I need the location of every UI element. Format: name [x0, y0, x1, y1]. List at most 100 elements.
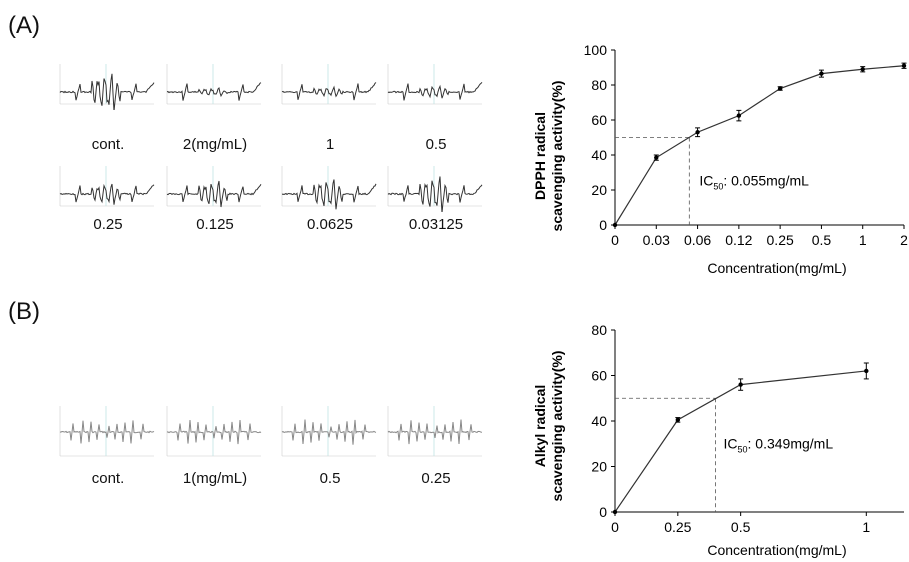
- x-axis-label: Concentration(mg/mL): [707, 260, 846, 276]
- epr-trace-line: [387, 419, 483, 445]
- epr-spectrum-a-5: 0.125: [165, 162, 265, 240]
- epr-label: 1: [325, 136, 335, 153]
- data-point: [695, 130, 700, 135]
- x-tick-label: 0: [611, 519, 619, 535]
- epr-trace-line: [281, 82, 377, 101]
- epr-trace-line: [281, 419, 377, 445]
- ic50-value: : 0.055mg/mL: [723, 173, 809, 189]
- x-tick-label: 1: [862, 519, 870, 535]
- dpph-scavenging-chart: DPPH radical scavenging activity(%) 0204…: [532, 42, 908, 276]
- epr-trace-svg: [387, 166, 483, 212]
- epr-spectrum-b-3: 0.25: [386, 402, 486, 487]
- epr-trace-svg: [281, 406, 377, 457]
- y-tick-label: 60: [591, 112, 607, 128]
- data-point: [612, 509, 618, 515]
- y-tick-label: 20: [591, 459, 607, 475]
- y-axis-label: Alkyl radical scavenging activity(%): [532, 351, 565, 502]
- epr-spectrum-b-2: 0.5: [280, 402, 380, 487]
- epr-label: 2(mg/mL): [182, 136, 248, 153]
- y-tick-label: 0: [599, 217, 607, 233]
- y-tick-label: 60: [591, 368, 607, 384]
- data-point: [860, 67, 865, 72]
- x-axis-label: Concentration(mg/mL): [707, 542, 846, 558]
- ic50-subscript: 50: [713, 182, 723, 192]
- y-axis-label-line-1: DPPH radical: [532, 112, 548, 200]
- x-tick-label: 0.25: [664, 519, 691, 535]
- epr-trace-line: [59, 183, 155, 205]
- data-point: [901, 63, 907, 68]
- epr-spectrum-b-1: 1(mg/mL): [165, 402, 265, 487]
- data-point: [612, 222, 618, 228]
- y-tick-label: 40: [591, 413, 607, 429]
- ic50-value: : 0.349mg/mL: [748, 435, 834, 451]
- y-tick-label: 0: [599, 504, 607, 520]
- epr-label: 0.03125: [408, 216, 464, 233]
- data-point: [736, 113, 742, 118]
- epr-trace-svg: [166, 64, 262, 105]
- epr-label: 0.25: [421, 470, 451, 487]
- y-tick-label: 100: [584, 42, 608, 58]
- series-line: [614, 370, 867, 513]
- epr-spectrum-a-1: 2(mg/mL): [165, 60, 265, 153]
- panel-a-letter: (A): [8, 12, 40, 39]
- epr-spectrum-a-4: 0.25: [58, 162, 158, 240]
- epr-trace-line: [59, 73, 155, 110]
- epr-trace-line: [387, 81, 483, 101]
- epr-label: 0.25: [93, 216, 123, 233]
- x-tick-label: 0.03: [643, 232, 670, 248]
- panel-b-letter: (B): [8, 298, 40, 325]
- epr-spectrum-a-7: 0.03125: [386, 162, 486, 240]
- x-tick-label: 0.5: [812, 232, 832, 248]
- y-tick-label: 80: [591, 77, 607, 93]
- epr-trace-svg: [59, 64, 155, 110]
- y-axis-label: DPPH radical scavenging activity(%): [532, 81, 565, 232]
- epr-label: 0.0625: [307, 216, 353, 233]
- epr-trace-svg: [59, 406, 155, 457]
- y-axis-label-line-2: scavenging activity(%): [549, 81, 565, 232]
- epr-spectrum-a-2: 1: [280, 60, 380, 153]
- data-point: [777, 86, 783, 91]
- ic50-annotation: IC50: 0.349mg/mL: [724, 435, 834, 454]
- plot-area: 0 20 40 60 80 100 0 0.03 0.06 0.12 0.25 0.5 1 2: [584, 42, 908, 248]
- data-point: [738, 382, 743, 387]
- ic50-label: IC: [724, 435, 738, 451]
- ic50-subscript: 50: [738, 444, 748, 454]
- data-point: [864, 368, 869, 374]
- data-point: [819, 71, 824, 76]
- epr-trace-line: [387, 176, 483, 212]
- x-tick-label: 0: [611, 232, 619, 248]
- epr-trace-svg: [166, 406, 262, 457]
- epr-trace-svg: [281, 166, 377, 210]
- y-tick-label: 20: [591, 182, 607, 198]
- x-tick-label: 0.5: [731, 519, 751, 535]
- epr-trace-line: [166, 180, 262, 208]
- data-point: [675, 417, 681, 423]
- ic50-label: IC: [699, 173, 713, 189]
- y-axis-label-line-1: Alkyl radical: [532, 385, 548, 468]
- alkyl-scavenging-chart: Alkyl radical scavenging activity(%) 0 20…: [532, 322, 904, 558]
- epr-label: 0.5: [319, 470, 341, 487]
- epr-spectrum-a-3: 0.5: [386, 60, 486, 153]
- epr-trace-svg: [59, 166, 155, 207]
- epr-label: 0.5: [425, 136, 447, 153]
- ic50-annotation: IC50: 0.055mg/mL: [699, 173, 809, 192]
- y-tick-label: 80: [591, 322, 607, 338]
- epr-trace-svg: [387, 406, 483, 457]
- epr-trace-svg: [281, 64, 377, 105]
- x-tick-label: 0.25: [767, 232, 794, 248]
- epr-label: cont.: [91, 136, 125, 153]
- epr-trace-svg: [387, 64, 483, 105]
- epr-trace-line: [59, 420, 155, 444]
- epr-spectrum-a-0: cont.: [58, 60, 158, 153]
- x-tick-label: 1: [859, 232, 867, 248]
- data-point: [654, 155, 659, 160]
- series-line: [614, 65, 905, 226]
- epr-trace-line: [166, 420, 262, 445]
- x-tick-label: 2: [900, 232, 908, 248]
- y-tick-label: 40: [591, 147, 607, 163]
- plot-area: 0 20 40 60 80 0 0.25 0.5 1: [591, 322, 904, 535]
- epr-trace-line: [166, 82, 262, 101]
- epr-trace-svg: [166, 166, 262, 208]
- epr-trace-line: [281, 179, 377, 210]
- epr-spectrum-a-6: 0.0625: [280, 162, 380, 240]
